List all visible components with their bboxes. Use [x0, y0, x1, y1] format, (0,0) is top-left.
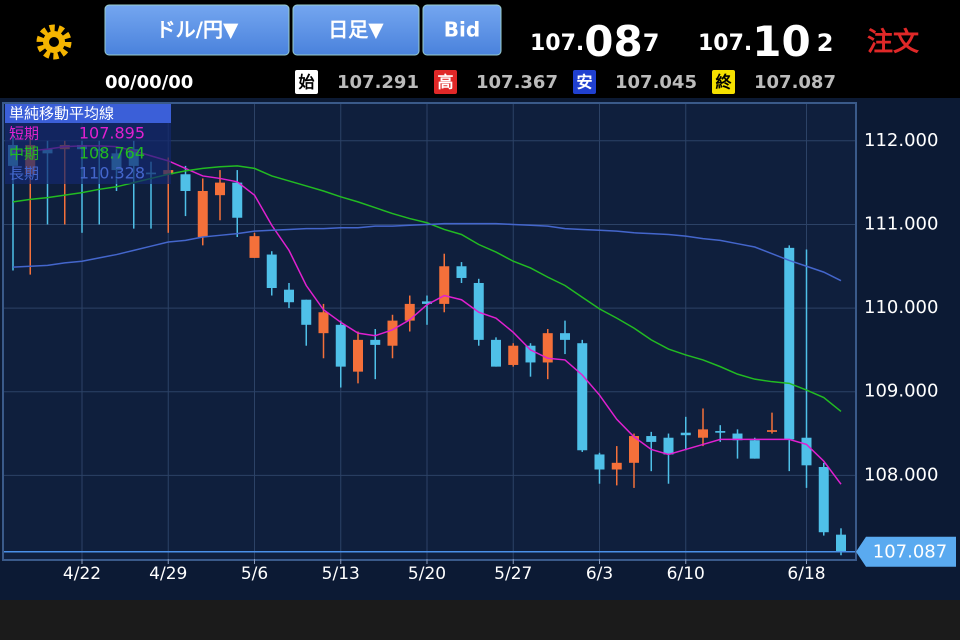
candle-body — [180, 174, 191, 191]
candle-body — [249, 236, 260, 258]
legend-value: 108.764 — [79, 144, 145, 163]
candle-body — [663, 437, 674, 455]
candle-body — [525, 345, 536, 363]
legend-header — [5, 104, 171, 123]
x-tick-label: 6/18 — [787, 564, 825, 584]
ohlc-badge-label: 安 — [576, 73, 592, 92]
x-tick-label: 5/13 — [322, 564, 360, 584]
current-price-label: 107.087 — [873, 542, 947, 563]
bid-tail: 7 — [643, 29, 660, 57]
legend-value: 110.328 — [79, 164, 145, 183]
candle-body — [422, 301, 432, 304]
bid-price: 107.087 — [530, 17, 659, 66]
ohlc-badge — [434, 70, 457, 94]
candle-body — [335, 324, 346, 367]
candle-body — [698, 429, 708, 438]
x-tick-label: 5/27 — [494, 564, 532, 584]
candle-body — [542, 333, 553, 363]
candle-body — [387, 320, 398, 346]
candle-body — [818, 466, 829, 533]
ohlc-badge-label: 終 — [715, 73, 732, 92]
candle-body — [611, 462, 622, 470]
bid-big: 08 — [584, 17, 642, 66]
candle-body — [266, 254, 277, 289]
x-tick-label: 6/3 — [586, 564, 613, 584]
ohlc-value: 107.045 — [615, 72, 697, 93]
settings-icon[interactable] — [36, 24, 72, 60]
candle-body — [456, 266, 467, 278]
y-tick-label: 112.000 — [864, 130, 938, 151]
candle-body — [318, 312, 329, 334]
moving-average-line — [12, 222, 842, 282]
candle-body — [594, 454, 605, 470]
period-label: 日足▼ — [328, 18, 384, 42]
candle-body — [491, 339, 501, 367]
ask-tail: 2 — [817, 29, 834, 57]
side-label: Bid — [444, 18, 480, 42]
ask-head: 107. — [698, 31, 752, 56]
y-tick-label: 111.000 — [864, 213, 938, 234]
footer — [0, 600, 960, 640]
candle-body — [404, 303, 415, 321]
y-tick-label: 109.000 — [864, 381, 938, 402]
candle-body — [370, 339, 381, 345]
ohlc-badge — [295, 70, 318, 94]
candle-body — [508, 345, 519, 365]
ohlc-badge — [712, 70, 735, 94]
gear-hole — [49, 37, 59, 47]
ohlc-value: 107.367 — [476, 72, 558, 93]
pair-label: ドル/円▼ — [156, 18, 239, 42]
bid-head: 107. — [530, 31, 584, 56]
ohlc-row: 始 107.291 高 107.367 安 107.045 終 107.087 — [295, 70, 836, 94]
gear-teeth — [36, 24, 72, 60]
candle-body — [577, 343, 588, 451]
current-price-box — [856, 536, 956, 567]
date: 00/00/00 — [105, 72, 193, 93]
candle-body — [232, 182, 243, 218]
ohlc-value: 107.087 — [754, 72, 836, 93]
candle-body — [560, 333, 570, 340]
x-tick-label: 4/29 — [149, 564, 187, 584]
y-tick-label: 108.000 — [864, 464, 938, 485]
candle-body — [629, 436, 639, 463]
ohlc-badge-label: 高 — [437, 73, 453, 92]
candle-body — [749, 440, 760, 459]
candle-body — [715, 431, 726, 433]
candle-body — [836, 534, 846, 552]
candle-body — [301, 299, 312, 325]
legend-name: 短期 — [9, 125, 39, 143]
y-tick-label: 110.000 — [864, 297, 938, 318]
candle-body — [353, 339, 363, 372]
legend-value: 107.895 — [79, 124, 145, 143]
candle-body — [680, 432, 691, 436]
x-tick-label: 4/22 — [63, 564, 101, 584]
candle-body — [801, 437, 812, 466]
candle-body — [732, 433, 743, 441]
ohlc-badge — [573, 70, 596, 94]
candle-body — [646, 436, 657, 442]
ask-big: 10 — [752, 17, 810, 66]
ohlc-badge-label: 始 — [298, 73, 314, 92]
candle-body — [767, 430, 777, 432]
ask-price: 107.10 2 — [698, 17, 833, 66]
candle-body — [284, 289, 294, 303]
x-tick-label: 5/20 — [408, 564, 446, 584]
legend-name: 長期 — [9, 165, 39, 183]
side-button[interactable] — [422, 4, 502, 56]
x-tick-label: 6/10 — [667, 564, 705, 584]
candle-body — [197, 190, 208, 237]
x-tick-label: 5/6 — [241, 564, 268, 584]
ohlc-value: 107.291 — [337, 72, 419, 93]
legend-name: 中期 — [9, 145, 39, 163]
chart: 108.000 109.000 110.000 111.000 112.000 4/22 4… — [4, 104, 956, 584]
order-button[interactable]: 注文 — [867, 27, 920, 58]
legend-title: 単純移動平均線 — [9, 105, 114, 123]
candle-body — [215, 182, 225, 196]
pair-button[interactable] — [104, 4, 290, 56]
period-button[interactable] — [292, 4, 420, 56]
candle-body — [784, 247, 795, 440]
candle-body — [439, 266, 450, 304]
